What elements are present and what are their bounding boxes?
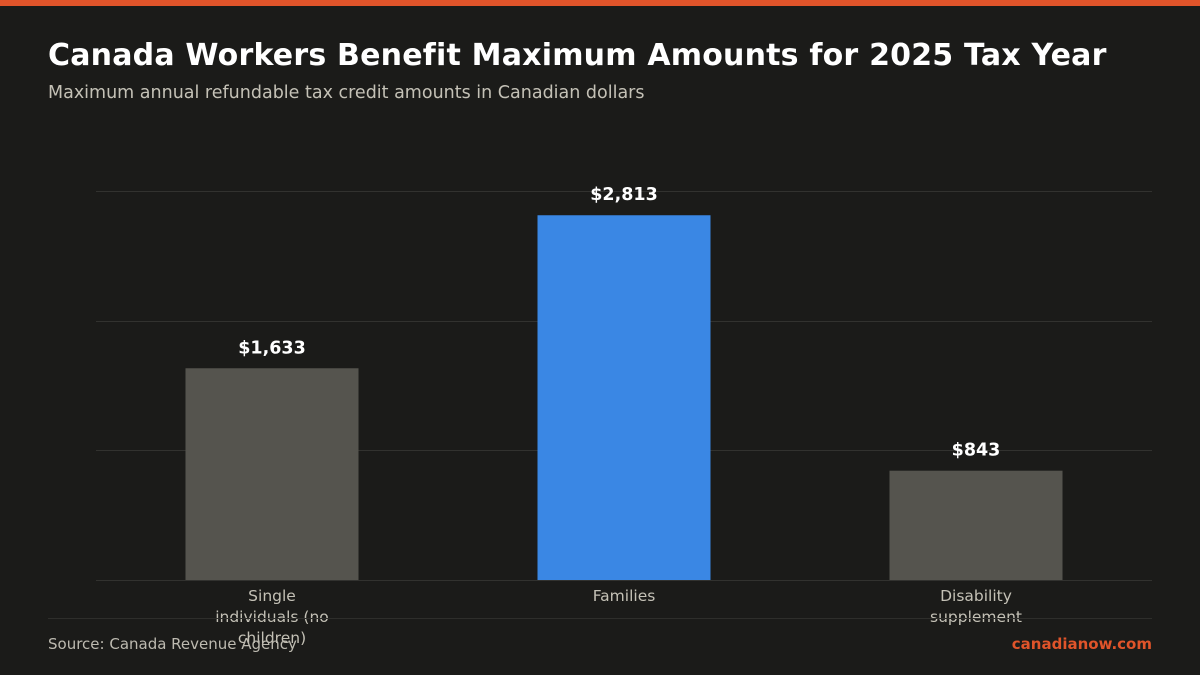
category-label: Disability supplement [930, 587, 1022, 626]
bar-value-label: $843 [952, 441, 1001, 461]
category-label: Families [593, 587, 656, 605]
bar-value-label: $1,633 [238, 338, 306, 358]
category-label: Single individuals (no children) [215, 587, 329, 647]
accent-top-bar [0, 0, 1200, 6]
bar [889, 470, 1063, 580]
bar [185, 368, 359, 580]
brand-link[interactable]: canadianow.com [1011, 635, 1152, 653]
footer-divider [48, 618, 1152, 619]
bar-value-label: $2,813 [590, 185, 658, 205]
chart-subtitle: Maximum annual refundable tax credit amo… [48, 83, 645, 103]
chart-title: Canada Workers Benefit Maximum Amounts f… [48, 38, 1107, 73]
bar [537, 215, 711, 580]
source-note: Source: Canada Revenue Agency [48, 635, 297, 653]
